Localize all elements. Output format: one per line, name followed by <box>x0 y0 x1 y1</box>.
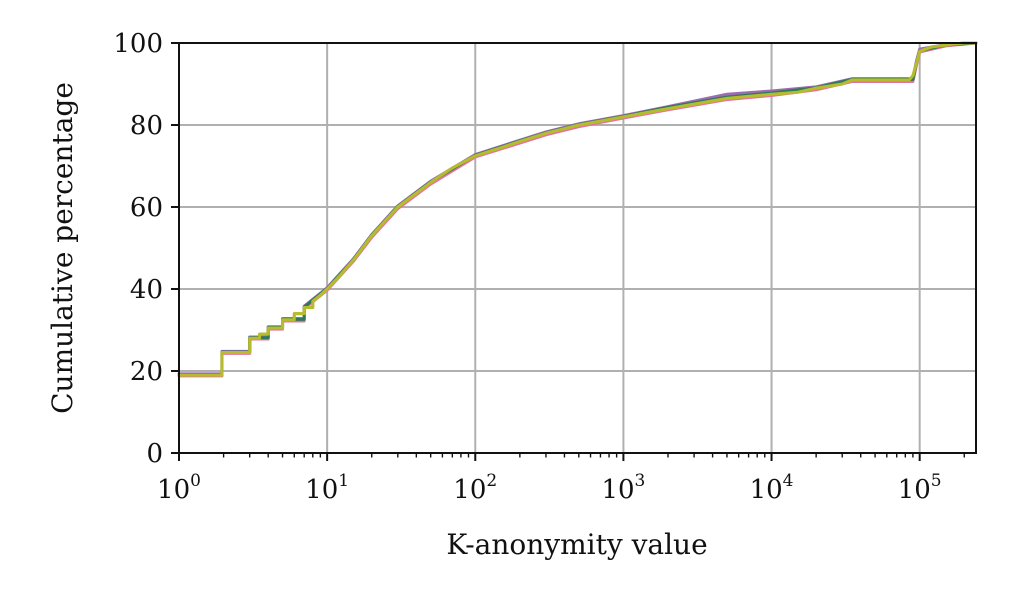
y-tick-label: 0 <box>146 439 163 469</box>
series-group <box>177 41 978 378</box>
y-tick-label: 80 <box>130 111 163 141</box>
series-line-1 <box>177 41 978 377</box>
x-tick-exponent: 1 <box>338 471 349 491</box>
x-tick-exponent: 5 <box>931 471 942 491</box>
series-line-5 <box>177 41 978 377</box>
x-tick-base: 10 <box>305 475 338 505</box>
x-tick-labels: 100 101 102 103 104 105 <box>157 471 942 505</box>
y-tick-label: 20 <box>130 357 163 387</box>
x-tick-base: 10 <box>601 475 634 505</box>
x-tick-label: 103 <box>601 471 645 505</box>
x-tick-base: 10 <box>898 475 931 505</box>
series-line-3 <box>177 41 978 378</box>
x-tick-base: 10 <box>453 475 486 505</box>
grid-lines <box>179 43 976 453</box>
y-axis-title: Cumulative percentage <box>46 82 79 414</box>
series-line-2 <box>177 41 978 376</box>
x-tick-base: 10 <box>750 475 783 505</box>
x-tick-label: 104 <box>750 471 794 505</box>
y-tick-labels: 0 20 40 60 80 100 <box>113 29 163 469</box>
y-tick-label: 100 <box>113 29 163 59</box>
y-tick-label: 40 <box>130 275 163 305</box>
x-tick-exponent: 4 <box>783 471 794 491</box>
x-tick-label: 105 <box>898 471 942 505</box>
x-tick-exponent: 2 <box>486 471 497 491</box>
x-tick-label: 100 <box>157 471 201 505</box>
x-tick-label: 101 <box>305 471 349 505</box>
x-tick-label: 102 <box>453 471 497 505</box>
plot-frame <box>178 42 977 454</box>
series-line-4 <box>177 41 978 377</box>
x-axis-title: K-anonymity value <box>446 528 707 561</box>
x-tick-exponent: 3 <box>635 471 646 491</box>
tick-marks <box>171 42 965 461</box>
x-tick-base: 10 <box>157 475 190 505</box>
x-tick-exponent: 0 <box>190 471 201 491</box>
y-tick-label: 60 <box>130 193 163 223</box>
